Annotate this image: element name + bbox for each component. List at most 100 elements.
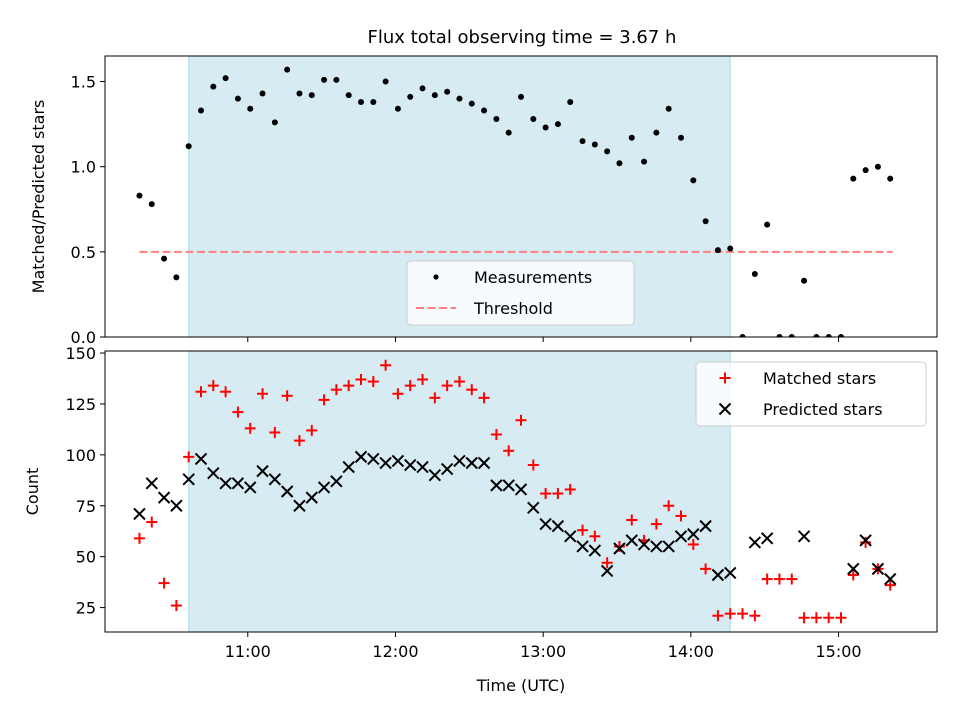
matched-star-marker [601, 557, 613, 569]
x-stroke [379, 456, 392, 470]
predicted-star-marker [305, 491, 318, 504]
x-stroke [317, 481, 331, 494]
x-stroke [404, 458, 417, 472]
measurement-point [764, 221, 771, 228]
axes-frame [104, 350, 938, 633]
x-stroke [797, 530, 811, 543]
matched-star-marker [786, 573, 798, 585]
predicted-star-marker [145, 477, 158, 490]
axes-frame [104, 55, 938, 338]
x-stroke [711, 568, 725, 582]
predicted-star-marker [760, 532, 774, 545]
predicted-star-marker [404, 458, 417, 472]
predicted-star-marker [502, 479, 515, 492]
matched-star-marker [306, 424, 318, 436]
predicted-star-marker [244, 481, 257, 494]
x-stroke [871, 562, 885, 576]
matched-star-marker [269, 426, 281, 438]
measurement-point [456, 95, 463, 102]
legend-label: Threshold [473, 299, 553, 318]
predicted-star-marker [465, 456, 478, 470]
predicted-star-marker [317, 481, 331, 494]
x-stroke [724, 566, 737, 580]
x-stroke [699, 519, 712, 533]
matched-star-marker [158, 577, 170, 589]
x-stroke [391, 454, 405, 468]
measurement-point [493, 116, 500, 123]
matched-star-marker [700, 563, 712, 575]
matched-star-marker [527, 459, 539, 471]
plot-data [133, 359, 897, 624]
matched-star-marker [564, 483, 576, 495]
measurement-point [431, 92, 438, 99]
y-tick-label: 50 [76, 548, 96, 567]
y-axis-label: Matched/Predicted stars [29, 100, 48, 294]
x-stroke [157, 491, 171, 504]
matched-star-marker [823, 612, 835, 624]
measurement-point [542, 124, 549, 131]
matched-star-marker [257, 388, 269, 400]
measurement-point [394, 105, 401, 112]
measurement-point [382, 78, 389, 85]
matched-star-marker [207, 380, 219, 392]
x-stroke [465, 456, 478, 470]
observing-span [188, 350, 731, 633]
matched-star-marker [380, 359, 392, 371]
predicted-star-marker [687, 528, 700, 541]
y-tick-label: 100 [65, 446, 96, 465]
matched-star-marker [503, 445, 515, 457]
matched-star-marker [515, 414, 527, 426]
measurement-point [554, 121, 561, 128]
x-tick-label: 15:00 [815, 642, 861, 661]
x-stroke [440, 462, 454, 476]
x-stroke [219, 477, 232, 490]
measurement-point [874, 163, 881, 170]
matched-star-marker [355, 374, 367, 386]
x-stroke [576, 540, 589, 553]
measurement-point [887, 175, 894, 182]
measurement-point [148, 201, 155, 208]
measurement-point [838, 334, 844, 337]
predicted-star-marker [871, 562, 885, 576]
predicted-star-marker [588, 544, 602, 557]
predicted-star-marker [564, 530, 577, 543]
predicted-star-marker [847, 562, 860, 576]
x-stroke [354, 450, 368, 464]
predicted-star-marker [194, 452, 208, 466]
measurement-point [690, 177, 697, 184]
matched-star-marker [810, 612, 822, 624]
predicted-star-marker [797, 530, 811, 543]
matched-star-marker [133, 532, 145, 544]
x-stroke [539, 517, 552, 531]
matched-star-marker [847, 569, 859, 581]
measurement-point [567, 98, 574, 105]
matched-star-marker [773, 573, 785, 585]
measurement-point [727, 245, 734, 252]
measurement-point [591, 141, 598, 148]
predicted-star-marker [674, 530, 688, 543]
x-stroke [256, 464, 269, 478]
x-stroke [280, 485, 294, 498]
measurement-point [739, 334, 746, 337]
measurement-point [579, 138, 586, 145]
x-stroke [847, 562, 860, 576]
plot-data [136, 66, 894, 337]
x-stroke [194, 452, 208, 466]
predicted-star-marker [342, 460, 355, 474]
matched-star-marker [724, 608, 736, 620]
x-stroke [637, 538, 651, 551]
measurement-point [333, 76, 340, 83]
matched-star-marker [330, 384, 342, 396]
measurement-point [862, 167, 869, 174]
predicted-star-marker [514, 483, 528, 496]
measurement-point [419, 85, 426, 92]
legend: Measurements Threshold [406, 260, 635, 326]
matched-star-marker [675, 510, 687, 522]
x-axis-label: Time (UTC) [476, 676, 565, 695]
predicted-star-marker [293, 499, 306, 512]
x-stroke [859, 534, 872, 547]
matched-star-marker [466, 384, 478, 396]
measurement-point [210, 83, 217, 90]
